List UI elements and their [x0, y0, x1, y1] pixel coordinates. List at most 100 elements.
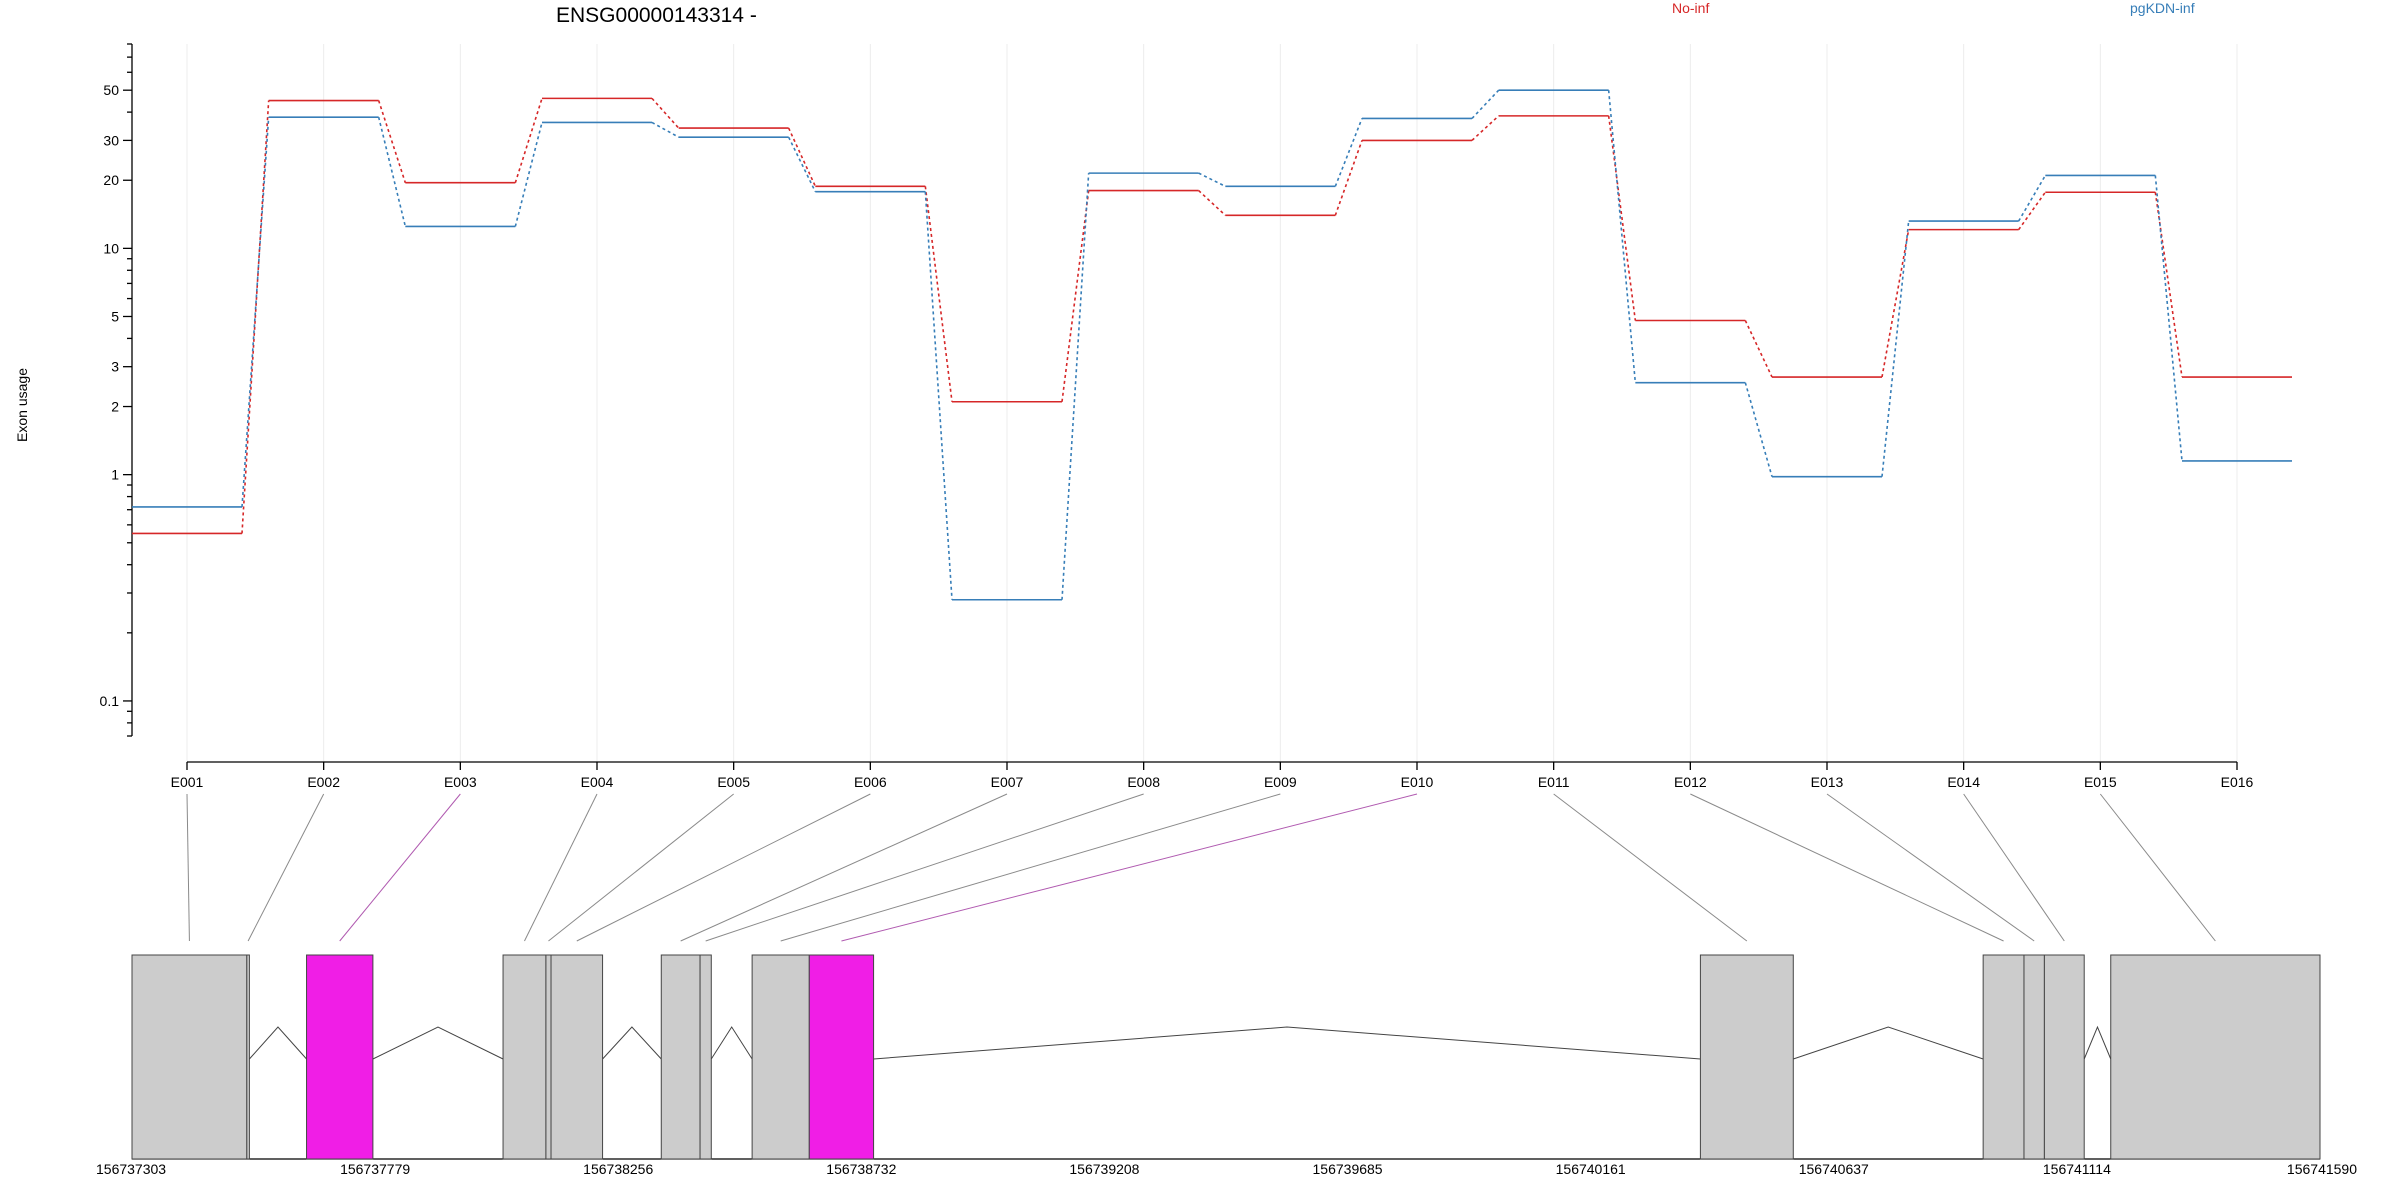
y-axis-label: Exon usage	[14, 368, 30, 442]
transition-no-inf-6	[924, 186, 953, 402]
transition-pgkdn-inf-3	[514, 122, 543, 227]
x-tick-label-e016: E016	[2221, 774, 2254, 790]
chart-title: ENSG00000143314 -	[556, 4, 757, 27]
transition-no-inf-13	[1881, 229, 1910, 378]
exon-connectors	[186, 793, 2216, 942]
gene-coord-label-156741590: 156741590	[2287, 1161, 2357, 1177]
intron-14	[2083, 1025, 2112, 1060]
transition-no-inf-7	[1061, 190, 1090, 402]
transition-no-inf-1	[241, 100, 270, 534]
connector-e012	[1690, 793, 2004, 942]
transition-no-inf-12	[1744, 320, 1773, 378]
connector-e008	[705, 793, 1144, 942]
transition-pgkdn-inf-15	[2154, 175, 2183, 461]
intron-10	[873, 1026, 1701, 1060]
exon-box-e010	[808, 954, 875, 1160]
exon-box-e002	[246, 954, 250, 1160]
gene-coord-label-156737303: 156737303	[96, 1161, 166, 1177]
transition-pgkdn-inf-2	[377, 116, 407, 227]
connector-e001	[186, 793, 190, 942]
y-tick-label-30: 30	[103, 132, 119, 148]
connector-e006	[576, 793, 871, 942]
transition-pgkdn-inf-1	[241, 117, 270, 507]
exon-box-e011	[1699, 954, 1794, 1160]
axes: 0.1 1 2 3 5 10 20 30 50 E001 E002 E003 E004 E005 E006 E…	[100, 43, 2254, 790]
exon-box-e005	[545, 954, 552, 1160]
intron-6	[602, 1026, 662, 1060]
series-pgkdn-inf	[132, 89, 2292, 601]
exon-box-e009	[751, 954, 810, 1160]
y-tick-label-50: 50	[103, 82, 119, 98]
x-tick-label-e003: E003	[444, 774, 477, 790]
x-tick-label-e012: E012	[1674, 774, 1707, 790]
exon-box-e004	[502, 954, 547, 1160]
transition-no-inf-4	[651, 97, 680, 129]
gene-coord-label-156738256: 156738256	[583, 1161, 653, 1177]
x-tick-label-e008: E008	[1127, 774, 1160, 790]
y-tick-label-20: 20	[103, 172, 119, 188]
exon-box-e012	[1982, 954, 2025, 1160]
exon-box-e008	[699, 954, 712, 1160]
transition-no-inf-2	[377, 100, 407, 183]
gridlines	[186, 44, 2238, 762]
transition-pgkdn-inf-5	[787, 136, 817, 193]
transition-no-inf-5	[787, 127, 817, 187]
transition-pgkdn-inf-9	[1334, 118, 1363, 187]
y-tick-label-3: 3	[111, 359, 119, 375]
x-tick-label-e002: E002	[307, 774, 340, 790]
connector-e013	[1826, 793, 2035, 942]
transition-pgkdn-inf-6	[924, 191, 953, 600]
transition-pgkdn-inf-14	[2017, 175, 2047, 222]
transition-pgkdn-inf-8	[1198, 172, 1226, 188]
transition-pgkdn-inf-4	[651, 121, 680, 138]
transition-no-inf-11	[1607, 115, 1637, 321]
transition-no-inf-9	[1334, 140, 1363, 216]
transition-no-inf-3	[514, 98, 543, 183]
intron-3	[372, 1026, 504, 1060]
connector-e004	[524, 793, 598, 942]
connector-e014	[1963, 793, 2065, 942]
transition-no-inf-14	[2018, 191, 2046, 231]
x-tick-label-e011: E011	[1538, 774, 1570, 790]
transition-pgkdn-inf-12	[1744, 382, 1773, 477]
transition-pgkdn-inf-11	[1607, 90, 1637, 383]
gene-coord-label-156740161: 156740161	[1556, 1161, 1626, 1177]
intron-2	[249, 1026, 307, 1060]
y-tick-label-2: 2	[111, 399, 119, 415]
gene-coord-label-156740637: 156740637	[1799, 1161, 1869, 1177]
x-tick-label-e015: E015	[2084, 774, 2117, 790]
y-tick-label-0-1: 0.1	[100, 693, 120, 709]
series-lines	[132, 89, 2292, 601]
x-tick-label-e009: E009	[1264, 774, 1297, 790]
exon-box-e003	[306, 954, 374, 1160]
connector-e010	[841, 793, 1418, 942]
connector-e003	[339, 793, 461, 942]
exon-box-e007	[660, 954, 701, 1160]
x-tick-label-e010: E010	[1401, 774, 1434, 790]
y-tick-label-10: 10	[103, 240, 119, 256]
exon-box-e015	[2110, 954, 2321, 1160]
y-tick-label-1: 1	[111, 467, 119, 483]
gene-coord-label-156739685: 156739685	[1313, 1161, 1383, 1177]
series-no-inf	[132, 97, 2292, 535]
connector-e011	[1553, 793, 1748, 942]
x-tick-label-e013: E013	[1811, 774, 1844, 790]
y-tick-label-5: 5	[111, 308, 119, 324]
x-tick-label-e001: E001	[171, 774, 204, 790]
exon-box-e001	[131, 954, 248, 1160]
connector-e009	[780, 793, 1281, 942]
x-tick-label-e014: E014	[1947, 774, 1980, 790]
exon-box-e014	[2043, 954, 2085, 1160]
transition-pgkdn-inf-10	[1471, 89, 1500, 120]
legend-entry-no-inf: No-inf	[1672, 0, 1709, 16]
intron-11	[1793, 1026, 1984, 1060]
gene-model: 156737303 156737779 156738256 156738732 1567…	[96, 954, 2357, 1177]
connector-e007	[680, 793, 1008, 942]
gene-coord-label-156738732: 156738732	[826, 1161, 896, 1177]
transition-no-inf-8	[1198, 190, 1226, 216]
transition-pgkdn-inf-13	[1881, 220, 1910, 477]
x-tick-label-e004: E004	[581, 774, 614, 790]
x-tick-label-e007: E007	[991, 774, 1024, 790]
x-tick-label-e005: E005	[717, 774, 750, 790]
